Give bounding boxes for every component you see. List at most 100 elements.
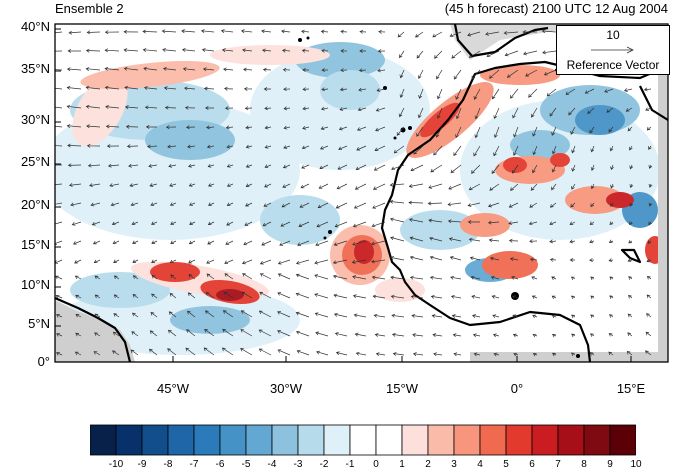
wind-arrow	[87, 163, 101, 168]
wind-arrow	[221, 48, 234, 53]
wind-arrow	[320, 29, 329, 34]
wind-arrow	[282, 67, 291, 72]
wind-arrow	[493, 352, 500, 357]
wind-arrow	[472, 314, 481, 318]
wind-arrow	[188, 163, 196, 168]
wind-arrow	[335, 351, 348, 356]
wind-arrow	[124, 85, 139, 90]
wind-arrow	[531, 295, 538, 299]
wind-arrow	[207, 183, 215, 187]
wind-arrow	[299, 202, 310, 208]
wind-arrow	[429, 255, 443, 261]
coastline-south-america	[55, 296, 132, 362]
wind-arrow	[390, 275, 405, 280]
wind-arrow	[513, 352, 519, 357]
colorbar-box	[427, 424, 455, 456]
wind-arrow	[489, 183, 500, 191]
wind-arrow	[532, 333, 538, 338]
wind-arrow	[104, 85, 120, 90]
colorbar-box	[323, 424, 351, 456]
wind-arrow	[372, 183, 386, 190]
wind-arrow	[628, 294, 633, 299]
wind-arrow	[143, 86, 158, 90]
wind-arrow	[626, 350, 633, 356]
wind-arrow	[333, 293, 348, 299]
wind-arrow	[488, 238, 500, 243]
wind-arrow	[333, 240, 348, 246]
wind-arrow	[320, 126, 329, 130]
wind-arrow	[185, 347, 196, 356]
wind-arrow	[170, 240, 177, 244]
wind-arrow	[492, 333, 500, 338]
wind-arrow	[646, 294, 652, 299]
wind-arrow	[314, 293, 329, 299]
wind-arrow	[244, 106, 253, 111]
wind-arrow	[513, 126, 519, 138]
lat-label-20n: 20°N	[20, 197, 50, 212]
wind-arrow	[170, 221, 177, 225]
wind-arrow	[354, 183, 367, 190]
wind-arrow	[334, 221, 348, 228]
wind-arrow	[450, 275, 462, 280]
wind-arrow	[244, 221, 253, 226]
wind-arrow	[427, 201, 443, 206]
wind-arrow	[529, 257, 538, 262]
wind-arrow	[571, 352, 576, 357]
wind-arrow	[512, 314, 519, 319]
wind-arrow	[132, 312, 139, 318]
wind-arrow	[67, 48, 82, 53]
wind-arrow	[243, 240, 253, 246]
wind-arrow	[530, 183, 538, 191]
wind-arrow	[610, 183, 614, 189]
wind-arrow	[188, 183, 196, 187]
lon-label-15w: 15°W	[386, 381, 418, 396]
wind-arrow	[339, 107, 348, 111]
wind-arrow	[259, 291, 272, 299]
wind-arrow	[302, 125, 310, 130]
wind-arrow	[645, 107, 652, 111]
wind-arrow	[188, 259, 196, 264]
wind-arrow	[377, 68, 386, 73]
wind-arrow	[468, 183, 481, 191]
wind-arrow	[625, 107, 633, 112]
wind-arrow	[221, 347, 234, 356]
wind-arrow	[523, 50, 538, 56]
wind-arrow	[245, 125, 253, 130]
wind-arrow	[590, 295, 595, 300]
wind-arrow	[295, 330, 310, 337]
wind-arrow	[355, 164, 367, 171]
wind-arrow	[259, 273, 272, 280]
wind-arrow	[447, 219, 462, 224]
wind-arrow	[646, 313, 652, 318]
wind-arrow	[467, 31, 481, 37]
wind-arrow	[504, 50, 519, 57]
wind-arrow	[589, 221, 595, 226]
wind-arrow	[472, 333, 481, 338]
wind-arrow	[340, 48, 348, 53]
wind-arrow	[302, 67, 310, 72]
wind-arrow	[353, 313, 367, 318]
wind-arrow	[225, 240, 234, 245]
wind-arrow	[262, 48, 272, 53]
wind-arrow	[489, 69, 500, 79]
wind-arrow	[377, 49, 386, 54]
wind-arrow	[429, 275, 443, 280]
wind-arrow	[451, 314, 462, 318]
wind-arrow	[125, 124, 139, 129]
wind-arrow	[55, 31, 63, 34]
wind-arrow	[503, 31, 519, 35]
wind-arrow	[167, 144, 177, 149]
wind-arrow	[590, 183, 595, 190]
wind-arrow	[85, 85, 101, 90]
wind-arrow	[351, 259, 367, 264]
wind-arrow	[408, 183, 424, 188]
wind-arrow	[570, 202, 576, 208]
wind-arrow	[319, 164, 329, 170]
wind-arrow	[277, 259, 291, 265]
wind-arrow	[408, 218, 424, 223]
wind-arrow	[412, 333, 424, 337]
wind-arrow	[128, 163, 139, 168]
wind-arrow	[68, 183, 82, 187]
wind-arrow	[205, 291, 215, 299]
wind-arrow	[149, 330, 158, 337]
